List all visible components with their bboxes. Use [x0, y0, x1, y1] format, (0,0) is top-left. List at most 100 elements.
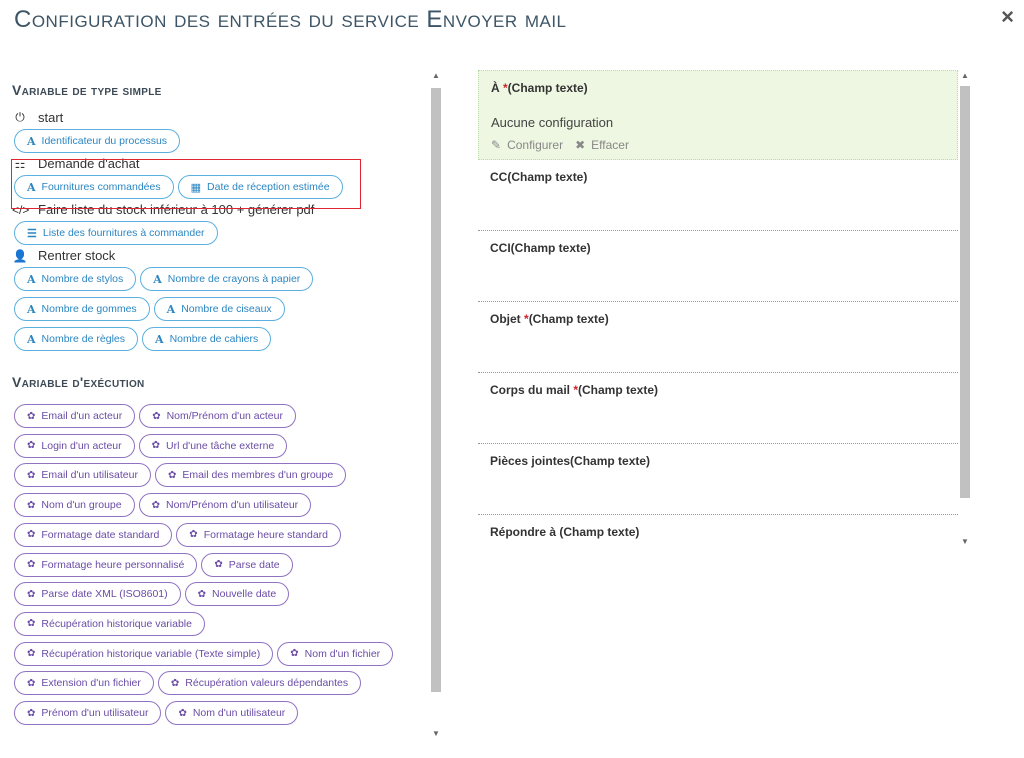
variable-chip[interactable]: ✿ Récupération valeurs dépendantes: [157, 671, 362, 696]
chip-label: Nombre de cahiers: [169, 333, 259, 345]
scroll-down-icon[interactable]: ▼: [961, 537, 969, 546]
variable-chip[interactable]: ✿ Formatage heure personnalisé: [14, 552, 198, 577]
variable-chip[interactable]: ✿ Récupération historique variable (Texte…: [14, 641, 274, 666]
field-label: CCI(Champ texte): [490, 241, 946, 255]
chip-label: Login d'un acteur: [41, 439, 122, 452]
close-icon[interactable]: ×: [1001, 4, 1014, 29]
chip-row: A Fournitures commandées ▦ Date de réceptio…: [14, 175, 343, 199]
configure-label: Configurer: [507, 138, 564, 152]
variable-chip[interactable]: ✿ Url d'une tâche externe: [138, 433, 288, 458]
variable-chip[interactable]: ✿ Prénom d'un utilisateur: [14, 701, 162, 725]
chip-row: ✿ Email d'un acteur ✿ Nom/Prénom d'un acteu…: [14, 404, 296, 428]
chip-row: ☰ Liste des fournitures à commander: [14, 221, 218, 245]
text-icon: A: [27, 272, 36, 286]
variable-chip[interactable]: ☰ Liste des fournitures à commander: [14, 221, 218, 245]
clear-button[interactable]: ✖ Effacer: [575, 138, 629, 152]
scroll-up-icon[interactable]: ▲: [961, 71, 969, 80]
variable-chip[interactable]: ✿ Formatage date standard: [14, 522, 173, 547]
gear-icon: ✿: [27, 499, 36, 511]
scroll-thumb[interactable]: [431, 88, 441, 692]
variable-chip[interactable]: ✿ Formatage heure standard: [176, 522, 342, 547]
chip-label: Nouvelle date: [212, 588, 277, 601]
chip-label: Nombre de crayons à papier: [167, 273, 301, 285]
chip-label: Nombre de règles: [41, 333, 126, 345]
edit-icon: ✎: [491, 138, 502, 152]
variable-chip[interactable]: A Nombre de règles: [14, 327, 139, 351]
input-field-config[interactable]: Répondre à (Champ texte): [478, 515, 958, 550]
group-label: 👤 Rentrer stock: [12, 248, 116, 263]
variable-chip[interactable]: A Nombre de ciseaux: [153, 297, 285, 321]
chip-row: ✿ Extension d'un fichier ✿ Récupération val…: [14, 671, 362, 696]
right-scrollbar[interactable]: ▲ ▼: [958, 70, 972, 550]
variable-chip[interactable]: ✿ Nom d'un groupe: [14, 493, 135, 518]
variable-chip[interactable]: ✿ Nom d'un utilisateur: [165, 701, 299, 725]
text-icon: A: [27, 302, 36, 316]
text-icon: A: [153, 272, 162, 286]
configure-button[interactable]: ✎ Configurer: [491, 138, 563, 152]
variable-chip[interactable]: ✿ Login d'un acteur: [14, 433, 135, 458]
sitemap-icon: ⚏: [14, 156, 26, 171]
variable-chip[interactable]: A Nombre de gommes: [14, 297, 150, 321]
field-type: (Champ texte): [570, 454, 651, 468]
left-scrollbar[interactable]: ▲ ▼: [429, 70, 443, 742]
group-name: start: [38, 110, 64, 125]
input-field-config[interactable]: À *(Champ texte) Aucune configuration ✎ Con…: [478, 70, 958, 160]
chip-row: A Nombre de gommes A Nombre de ciseaux: [14, 297, 285, 321]
gear-icon: ✿: [27, 559, 36, 570]
field-type: (Champ texte): [559, 525, 640, 539]
list-icon: ☰: [27, 226, 37, 240]
user-icon: 👤: [12, 248, 28, 263]
chip-row: ✿ Formatage heure personnalisé ✿ Parse date: [14, 552, 293, 577]
gear-icon: ✿: [214, 559, 223, 570]
chip-row: A Identificateur du processus: [14, 129, 181, 153]
variable-chip[interactable]: A Fournitures commandées: [14, 175, 174, 199]
field-actions: ✎ Configurer ✖ Effacer: [491, 138, 945, 152]
required-asterisk: *: [573, 383, 579, 397]
chip-label: Récupération historique variable: [41, 617, 192, 630]
variable-chip[interactable]: ✿ Nom/Prénom d'un utilisateur: [138, 493, 312, 518]
variable-chip[interactable]: ✿ Email d'un acteur: [14, 404, 136, 428]
input-field-config[interactable]: Objet *(Champ texte): [478, 302, 958, 373]
chip-label: Récupération historique variable (Texte …: [41, 647, 261, 660]
text-icon: A: [155, 332, 164, 346]
variable-chip[interactable]: ✿ Email d'un utilisateur: [14, 463, 151, 488]
input-field-config[interactable]: CC(Champ texte): [478, 160, 958, 231]
variable-chip[interactable]: A Nombre de crayons à papier: [140, 267, 314, 291]
scroll-thumb[interactable]: [960, 86, 970, 498]
chip-row: ✿ Parse date XML (ISO8601) ✿ Nouvelle date: [14, 582, 290, 607]
gear-icon: ✿: [27, 588, 36, 600]
gear-icon: ✿: [189, 529, 198, 541]
variable-chip[interactable]: ✿ Récupération historique variable: [14, 611, 205, 636]
variable-chip[interactable]: A Nombre de cahiers: [142, 327, 272, 351]
variable-chip[interactable]: ✿ Nouvelle date: [184, 582, 290, 607]
field-label: CC(Champ texte): [490, 170, 946, 184]
input-field-config[interactable]: Corps du mail *(Champ texte): [478, 373, 958, 444]
gear-icon: ✿: [27, 707, 36, 719]
input-field-config[interactable]: Pièces jointes(Champ texte): [478, 444, 958, 515]
field-name: CC: [490, 170, 508, 184]
variable-chip[interactable]: ✿ Email des membres d'un groupe: [154, 463, 347, 488]
chip-label: Email d'un acteur: [41, 410, 123, 422]
variable-chip[interactable]: A Identificateur du processus: [14, 129, 181, 153]
text-icon: A: [166, 302, 176, 316]
config-status: Aucune configuration: [491, 115, 614, 130]
section-heading: Variable de type simple: [12, 82, 162, 98]
text-icon: A: [27, 332, 36, 346]
chip-label: Nom/Prénom d'un utilisateur: [166, 499, 299, 512]
times-icon: ✖: [575, 138, 586, 152]
chip-label: Date de réception estimée: [207, 181, 330, 193]
variable-chip[interactable]: ✿ Nom/Prénom d'un acteur: [139, 404, 296, 428]
variable-chip[interactable]: A Nombre de stylos: [14, 267, 137, 291]
field-type: (Champ texte): [507, 170, 588, 184]
scroll-up-icon[interactable]: ▲: [432, 71, 440, 80]
scroll-down-icon[interactable]: ▼: [432, 729, 440, 738]
gear-icon: ✿: [152, 410, 161, 422]
input-field-config[interactable]: CCI(Champ texte): [478, 231, 958, 302]
variable-chip[interactable]: ▦ Date de réception estimée: [177, 175, 343, 199]
variable-chip[interactable]: ✿ Parse date: [201, 552, 293, 577]
variable-chip[interactable]: ✿ Nom d'un fichier: [277, 641, 394, 666]
variable-chip[interactable]: ✿ Extension d'un fichier: [14, 671, 154, 696]
chip-label: Nom d'un fichier: [304, 647, 381, 660]
group-label: </> Faire liste du stock inférieur à 100 …: [12, 202, 314, 217]
variable-chip[interactable]: ✿ Parse date XML (ISO8601): [14, 582, 181, 607]
